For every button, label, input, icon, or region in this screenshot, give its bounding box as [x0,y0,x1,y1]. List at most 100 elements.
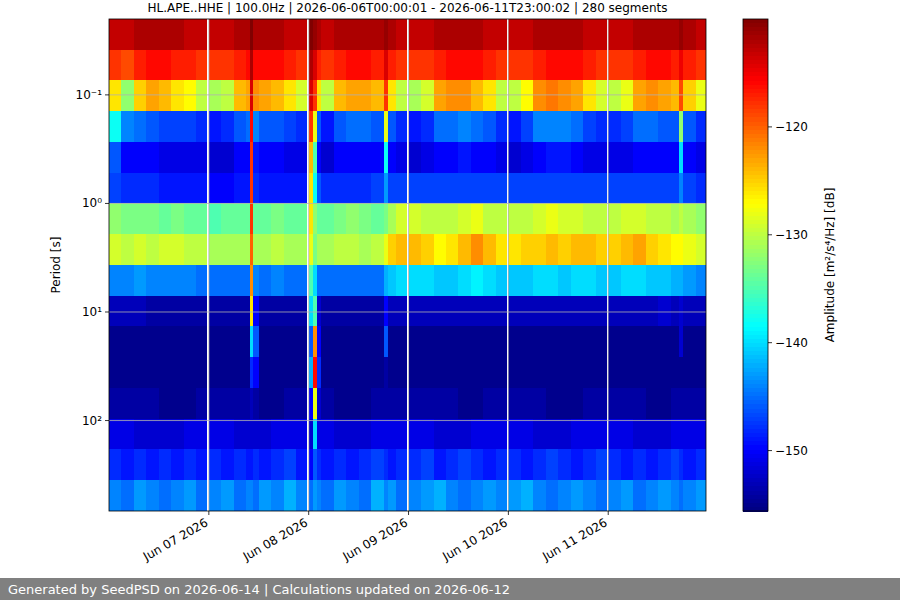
heatmap-cell [671,50,680,81]
heatmap-cell [159,234,172,265]
heatmap-cell [334,480,347,511]
heatmap-cell [396,111,407,142]
heatmap-cell [458,357,471,388]
colorbar-strip [743,154,768,159]
heatmap-cell [309,388,314,419]
heatmap-cell [521,419,534,450]
colorbar-strip [743,199,768,204]
heatmap-cell [571,388,584,419]
heatmap-cell [234,419,247,450]
tick [105,420,109,421]
heatmap-cell [496,296,507,327]
heatmap-cell [671,480,680,511]
heatmap-cell [608,111,621,142]
heatmap-cell [434,357,447,388]
heatmap-cell [421,173,434,204]
heatmap-cell [221,19,234,50]
heatmap-cell [346,357,359,388]
heatmap-cell [621,203,634,234]
colorbar-strip [743,376,768,381]
heatmap-cell [209,142,222,173]
heatmap-cell [471,173,484,204]
heatmap-cell [321,142,334,173]
heatmap-cell [658,357,671,388]
heatmap-cell [109,173,122,204]
colorbar-strip [743,76,768,81]
heatmap-cell [546,203,559,234]
tick-label: Jun 08 2026 [240,515,310,564]
heatmap-cell [471,296,484,327]
heatmap-cell [446,142,459,173]
heatmap-cell [184,203,197,234]
heatmap-cell [558,326,571,357]
heatmap-cell [384,480,389,511]
heatmap-cell [683,449,696,480]
heatmap-cell [234,480,247,511]
heatmap-cell [284,449,297,480]
heatmap-cell [371,203,384,234]
heatmap-cell [284,357,297,388]
heatmap-cell [259,142,272,173]
heatmap-cell [679,480,684,511]
heatmap-cell [696,142,706,173]
heatmap-cell [558,480,571,511]
heatmap-cell [171,80,184,111]
heatmap-cell [109,419,122,450]
heatmap-cell [271,480,284,511]
heatmap-cell [596,419,607,450]
heatmap-cell [434,480,447,511]
heatmap-cell [171,449,184,480]
grid-line [508,19,509,511]
heatmap-cell [508,80,521,111]
colorbar-strip [743,281,768,286]
heatmap-cell [271,234,284,265]
heatmap-cell [313,203,318,234]
colorbar-strip [743,138,768,143]
heatmap-cell [196,203,207,234]
heatmap-cell [159,449,172,480]
heatmap-cell [621,80,634,111]
heatmap-cell [209,449,222,480]
heatmap-cell [159,419,172,450]
heatmap-cell [483,419,496,450]
heatmap-cell [496,480,507,511]
heatmap-cell [633,419,646,450]
heatmap-cell [446,111,459,142]
heatmap-cell [221,234,234,265]
heatmap-cell [246,142,250,173]
heatmap-cell [646,326,659,357]
heatmap-cell [313,19,318,50]
colorbar [743,19,768,512]
heatmap-cell [421,449,434,480]
grid-line [109,420,706,421]
heatmap-cell [146,80,159,111]
heatmap-cell [558,50,571,81]
heatmap-cell [409,480,422,511]
colorbar-strip [743,322,768,327]
heatmap-cell [146,111,159,142]
heatmap-cell [271,265,284,296]
heatmap-cell [521,19,534,50]
heatmap-cell [250,419,253,450]
heatmap-cell [196,50,207,81]
heatmap-cell [171,326,184,357]
heatmap-cell [546,111,559,142]
heatmap-cell [434,388,447,419]
heatmap-cell [571,449,584,480]
heatmap-cell [321,173,334,204]
heatmap-cell [359,357,372,388]
heatmap-cell [146,265,159,296]
heatmap-cell [346,111,359,142]
colorbar-strip [743,126,768,131]
heatmap-cell [658,80,671,111]
heatmap-cell [121,142,134,173]
heatmap-cell [533,234,546,265]
heatmap-cell [184,419,197,450]
heatmap-cell [658,326,671,357]
heatmap-cell [633,234,646,265]
heatmap-cell [209,388,222,419]
heatmap-cell [234,326,247,357]
heatmap-cell [409,357,422,388]
heatmap-cell [221,480,234,511]
heatmap-cell [421,357,434,388]
